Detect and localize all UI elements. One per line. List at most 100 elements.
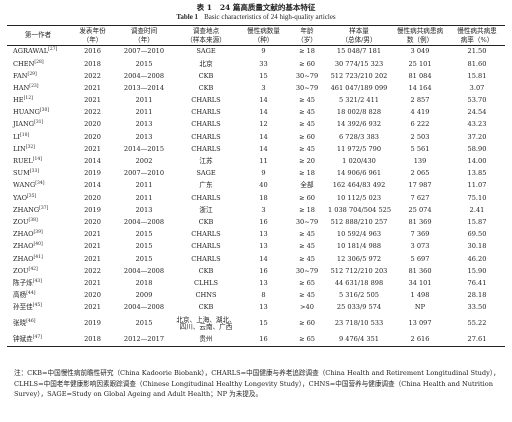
cell-location: 浙江 (199, 205, 213, 214)
cell-sample-size: 5 316/2 505 (339, 291, 379, 300)
cell-pub-year: 2021 (84, 254, 101, 263)
col-header-author: 第一作者 (7, 25, 69, 46)
cell-author: 孙至佳[45] (7, 302, 69, 314)
cell-rate: 28.18 (467, 291, 487, 300)
table-caption-en: Table 1 Basic characteristics of 24 high-… (0, 13, 512, 22)
cell-location: CHARLS (191, 132, 221, 141)
cell-location: CHARLS (191, 96, 221, 105)
cell-author: AGRAWAL[27] (7, 46, 69, 59)
cell-disease-count: 11 (259, 157, 268, 166)
cell-author: HUANG[30] (7, 107, 69, 119)
cell-author: JIANG[31] (7, 119, 69, 131)
cell-location: CLHLS (193, 278, 219, 287)
cell-age: ≥ 45 (298, 144, 315, 153)
table-row: YAO[35] 2020 2011 CHARLS 18 ≥ 60 10 112/5 023 7… (7, 192, 505, 204)
cell-sample-size: 512 712/210 203 (330, 266, 388, 275)
cell-location: CHARLS (191, 193, 221, 202)
reference-number: [30] (39, 108, 50, 114)
cell-pub-year: 2014 (84, 157, 101, 166)
cell-cases: NP (414, 303, 426, 312)
cell-author: YAO[35] (7, 192, 69, 204)
cell-location: CKB (198, 83, 214, 92)
reference-number: [47] (32, 335, 43, 341)
reference-number: [34] (35, 181, 45, 187)
col-header-survey-period: 调查时间 （年） (116, 25, 172, 46)
reference-number: [43] (32, 278, 43, 284)
reference-number: [42] (28, 266, 38, 272)
cell-disease-count: 16 (259, 217, 268, 226)
cell-author: RUEL[14] (7, 156, 69, 168)
cell-cases: 4 419 (410, 108, 430, 117)
cell-age: ≥ 65 (298, 278, 315, 287)
cell-disease-count: 16 (240, 334, 287, 348)
cell-rate: 14.00 (467, 157, 487, 166)
cell-location: CKB (198, 217, 214, 226)
cell-location: CHNS (195, 291, 217, 300)
cell-rate: 24.54 (467, 108, 487, 117)
cell-sample-size: 5 321/2 411 (339, 96, 379, 105)
cell-disease-count: 14 (259, 108, 268, 117)
cell-rate: 15.87 (467, 217, 487, 226)
cell-age: ≥ 45 (298, 291, 315, 300)
cell-cases: 81 360 (408, 266, 432, 275)
cell-sample-size: 18 002/8 828 (336, 108, 382, 117)
author-name: WANG (13, 181, 36, 190)
cell-cases: 2 065 (410, 169, 430, 178)
caption-label-cn: 表 1 (196, 3, 212, 12)
cell-author: HE[12] (7, 95, 69, 107)
cell-author: FAN[29] (7, 70, 69, 82)
author-name: 钟斌垚 (13, 335, 33, 344)
cell-rate: 33.50 (467, 303, 487, 312)
author-name: SUM (13, 169, 30, 178)
author-name: JIANG (13, 120, 35, 129)
author-name: ZHAO (13, 242, 34, 251)
cell-pub-year: 2020 (84, 291, 101, 300)
cell-rate: 11.07 (467, 181, 487, 190)
cell-pub-year: 2022 (84, 108, 101, 117)
cell-cases: 34 101 (408, 278, 432, 287)
reference-number: [33] (29, 169, 40, 175)
table-row: 孙至佳[45] 2021 2004—2008 CKB 13 >40 25 033/9 574… (7, 302, 505, 314)
cell-author: ZHAO[40] (7, 241, 69, 253)
cell-sample-size: 14 392/6 932 (336, 120, 382, 129)
author-name: HAN (13, 83, 30, 92)
cell-disease-count: 13 (259, 230, 268, 239)
cell-pub-year: 2022 (84, 71, 101, 80)
table-row: ZHAO[40] 2021 2015 CHARLS 13 ≥ 45 10 181/4 988… (7, 241, 505, 253)
author-name: YAO (13, 193, 28, 202)
cell-author: SUM[33] (7, 168, 69, 180)
col-header-pub-year: 发表年份 （年） (69, 25, 116, 46)
cell-pub-year: 2020 (84, 193, 101, 202)
cell-age: ≥ 45 (298, 108, 315, 117)
cell-age: ≥ 65 (287, 334, 327, 348)
cell-sample-size: 10 592/4 963 (336, 230, 382, 239)
table-row: HE[12] 2021 2011 CHARLS 14 ≥ 45 5 321/2 411 2 8… (7, 95, 505, 107)
author-name: LI (13, 132, 20, 141)
cell-sample-size: 30 774/15 323 (334, 59, 384, 68)
author-name: HUANG (13, 108, 40, 117)
cell-age: ≥ 45 (298, 254, 315, 263)
cell-location: 江苏 (199, 157, 213, 166)
cell-disease-count: 13 (259, 303, 268, 312)
table-row: FAN[29] 2022 2004—2008 CKB 15 30~79 512 723/21… (7, 70, 505, 82)
cell-location: CKB (198, 266, 214, 275)
cell-sample-size: 25 033/9 574 (336, 303, 382, 312)
cell-sample-size: 461 047/189 099 (330, 83, 388, 92)
reference-number: [27] (48, 47, 58, 53)
cell-sample-size: 1 038 704/504 525 (328, 205, 391, 214)
cell-cases: 3 049 (410, 47, 430, 56)
cell-pub-year: 2019 (84, 169, 101, 178)
reference-number: [44] (26, 290, 36, 296)
cell-cases: 17 987 (408, 181, 432, 190)
cell-location: CKB (198, 71, 214, 80)
cell-cases: 2 857 (410, 96, 430, 105)
cell-rate: 2.41 (469, 205, 485, 214)
cell-pub-year: 2021 (84, 96, 101, 105)
cell-disease-count: 40 (259, 181, 268, 190)
cell-disease-count: 3 (261, 205, 266, 214)
cell-sample-size: 11 972/5 790 (336, 144, 382, 153)
cell-rate: 15.90 (467, 266, 487, 275)
cell-survey-period: 2009 (135, 291, 153, 300)
cell-sample-size: 44 631/18 898 (334, 278, 384, 287)
reference-number: [40] (33, 242, 43, 248)
